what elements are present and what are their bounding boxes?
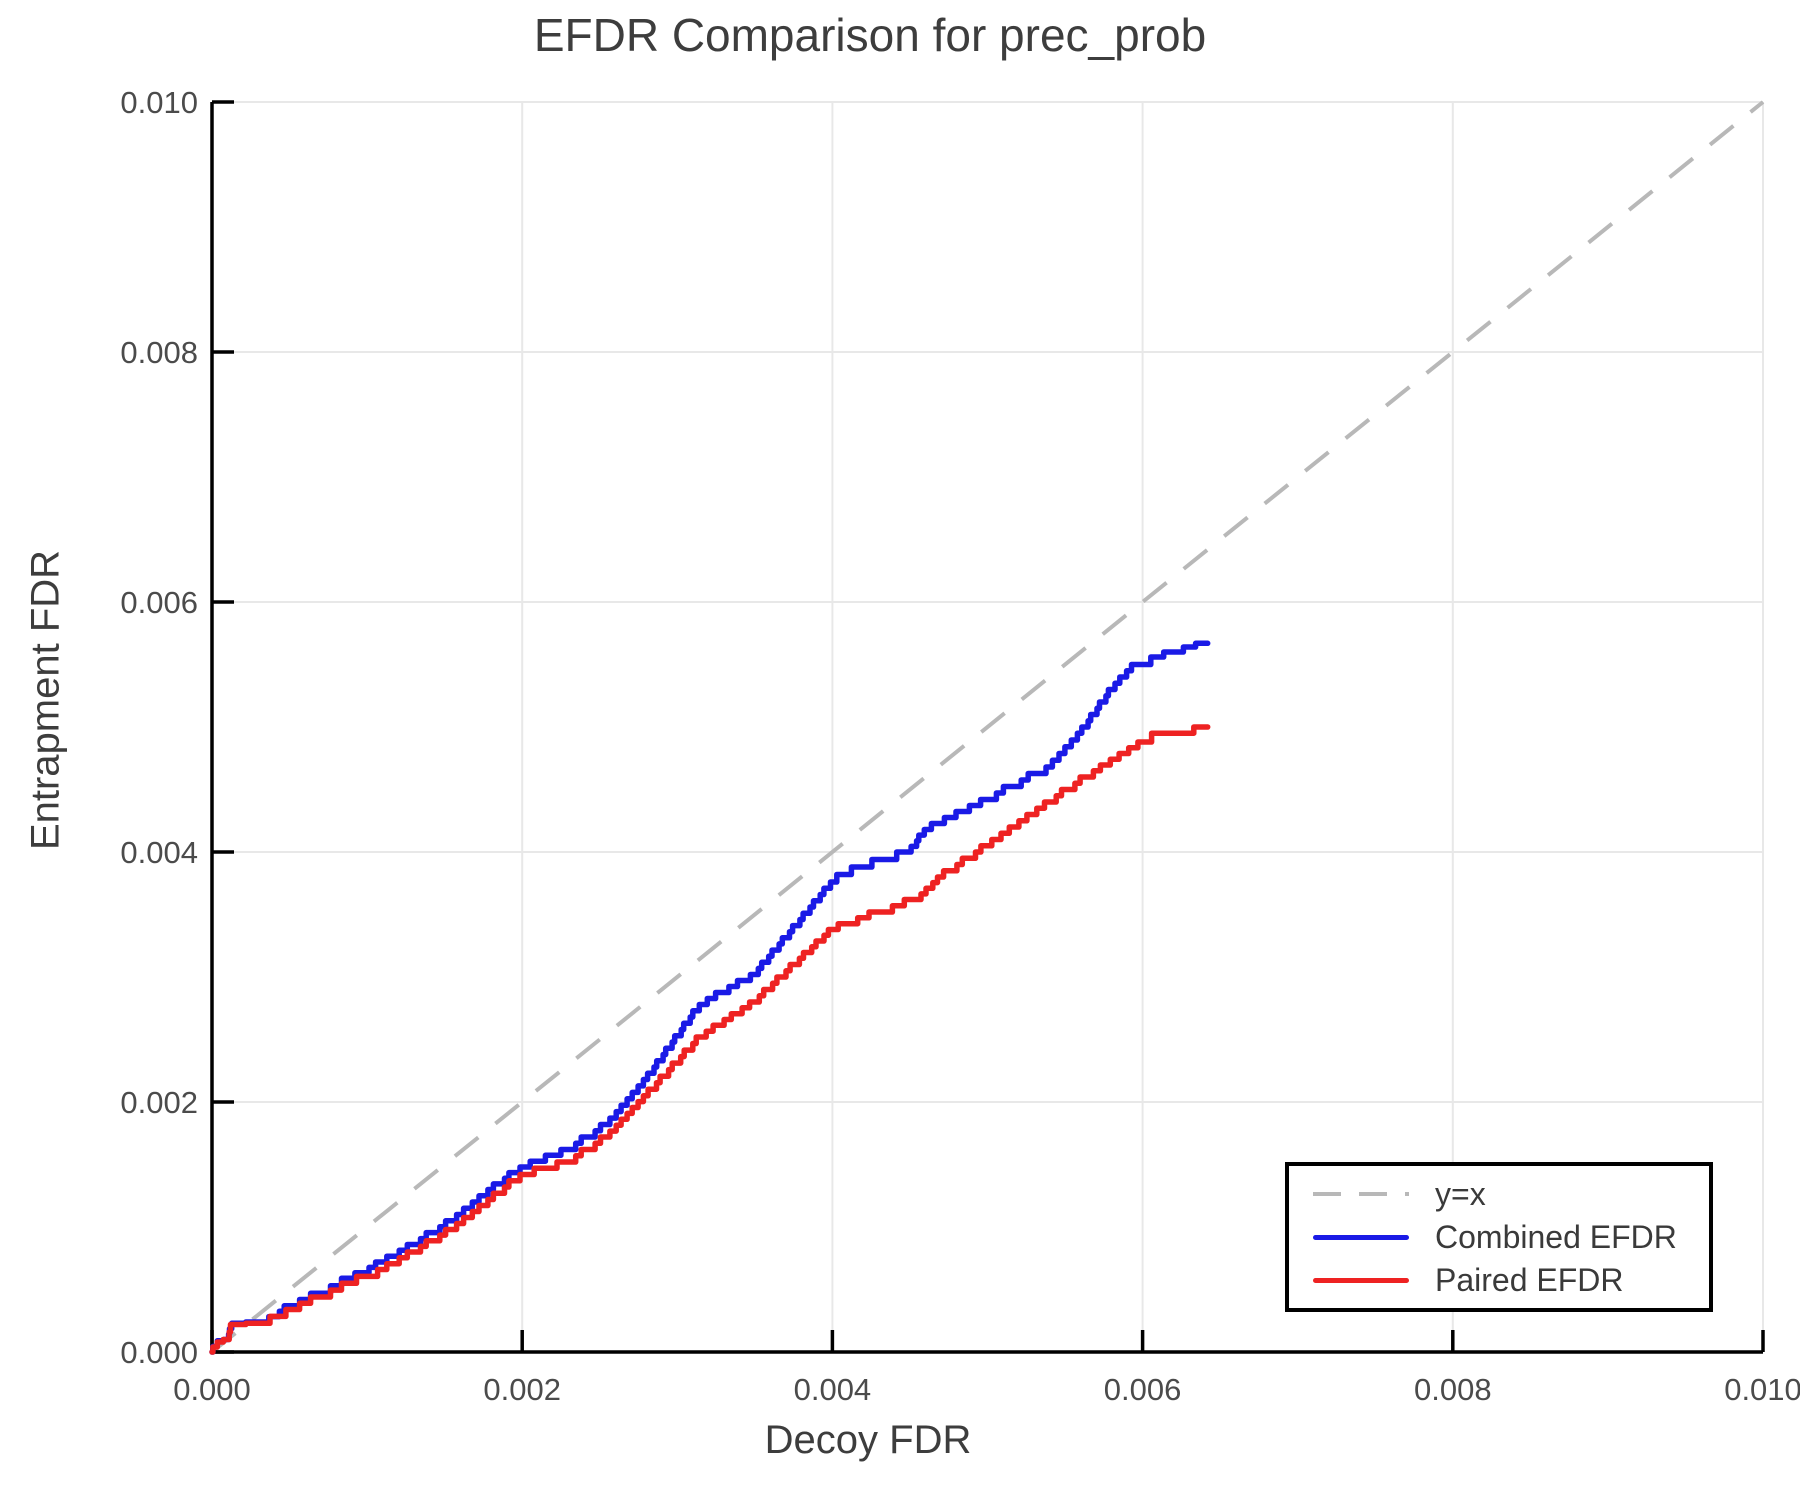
x-axis-label: Decoy FDR: [764, 1418, 972, 1462]
legend-item-combined-efdr: Combined EFDR: [1313, 1219, 1709, 1255]
paired-efdr-line: [209, 724, 1211, 1355]
x-tick-label: 0.010: [1724, 1372, 1800, 1407]
legend-item-identity: y=x: [1313, 1176, 1709, 1212]
legend-label-paired-efdr: Paired EFDR: [1435, 1261, 1624, 1298]
legend-label-combined-efdr: Combined EFDR: [1435, 1218, 1677, 1255]
y-tick-label: 0.000: [120, 1335, 198, 1370]
legend: y=x Combined EFDR Paired EFDR: [1285, 1162, 1713, 1312]
chart-title: EFDR Comparison for prec_prob: [533, 9, 1207, 61]
y-tick-label: 0.008: [120, 335, 198, 370]
x-tick-label: 0.002: [483, 1372, 561, 1407]
x-tick-label: 0.006: [1103, 1372, 1182, 1407]
combined-efdr-line-sample: [1313, 1234, 1409, 1240]
paired-efdr-line-sample: [1313, 1277, 1409, 1283]
y-tick-label: 0.002: [120, 1085, 198, 1120]
combined-efdr-line: [209, 640, 1211, 1355]
y-tick-label: 0.006: [120, 585, 198, 620]
x-tick-label: 0.004: [793, 1372, 872, 1407]
legend-item-paired-efdr: Paired EFDR: [1313, 1262, 1709, 1298]
x-tick-label: 0.000: [173, 1372, 251, 1407]
x-tick-label: 0.008: [1414, 1372, 1492, 1407]
y-tick-label: 0.004: [120, 835, 198, 870]
identity-line: [210, 100, 1765, 1354]
identity-line-sample: [1313, 1192, 1409, 1196]
y-tick-label: 0.010: [120, 85, 198, 120]
legend-label-identity: y=x: [1435, 1175, 1486, 1212]
